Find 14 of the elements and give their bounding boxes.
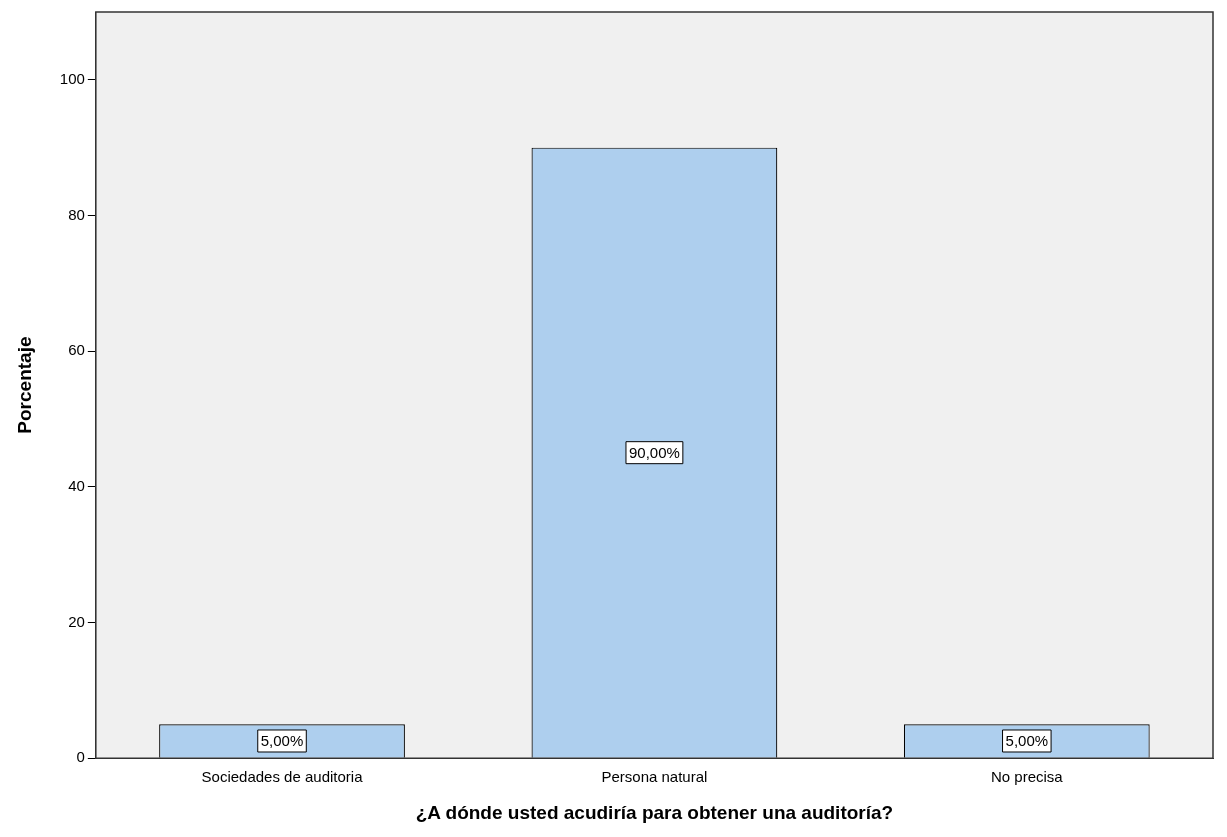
y-tick-label: 100 <box>59 69 85 87</box>
x-tick-label: Persona natural <box>601 768 708 786</box>
data-label: 90,00% <box>628 443 680 461</box>
x-axis-title: ¿A dónde usted acudiría para obtener una auditoría? <box>415 801 894 823</box>
x-tick-label: No precisa <box>990 768 1064 786</box>
y-tick-label: 20 <box>68 612 85 630</box>
x-tick-label: Sociedades de auditoria <box>201 768 364 786</box>
data-label: 5,00% <box>1005 732 1049 750</box>
y-tick-label: 80 <box>68 205 85 223</box>
data-label: 5,00% <box>260 732 304 750</box>
y-tick-label: 60 <box>68 341 85 359</box>
y-tick-label: 0 <box>76 748 85 766</box>
y-tick-label: 40 <box>68 477 85 494</box>
y-axis-title: Porcentaje <box>13 336 35 434</box>
